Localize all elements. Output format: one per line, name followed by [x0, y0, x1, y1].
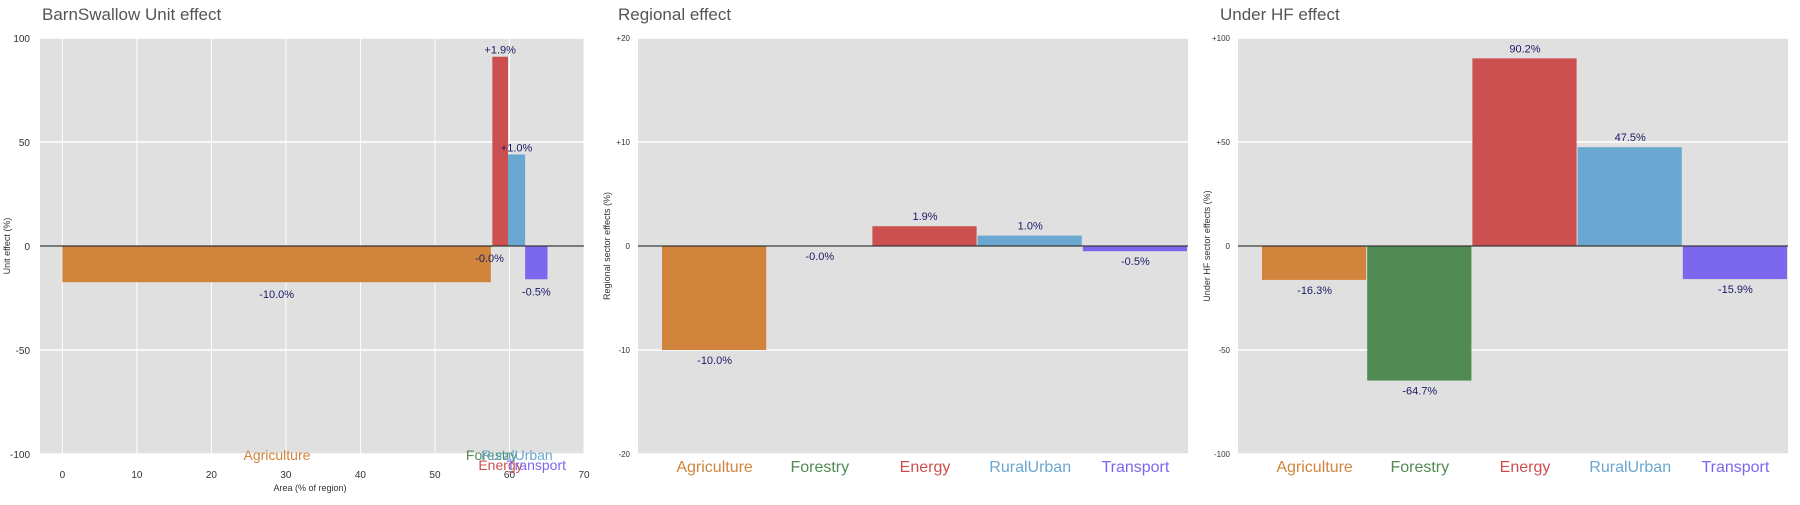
data-labels: -10.0% -0.0% +1.9% +1.0% -0.5% — [259, 45, 551, 301]
bar-ruralurban — [507, 154, 526, 246]
data-label: -10.0% — [697, 355, 732, 367]
bar-energy — [872, 226, 977, 246]
category-label-forestry: Forestry — [1390, 459, 1449, 476]
category-label-forestry: Forestry — [790, 459, 849, 476]
data-label: -0.0% — [805, 251, 834, 263]
bar-ruralurban — [1577, 147, 1682, 246]
data-label: 1.0% — [1018, 221, 1043, 233]
panel-unit-effect: BarnSwallow Unit effect -100 -50 0 50 100 0 1… — [2, 5, 590, 493]
x-axis-label: Area (% of region) — [273, 483, 346, 493]
category-label-ruralurban: RuralUrban — [1589, 459, 1671, 476]
data-label: 47.5% — [1615, 132, 1646, 144]
bar-transport — [1082, 246, 1187, 252]
bar-forestry — [1367, 246, 1472, 381]
category-labels: Agriculture Forestry Energy RuralUrban Trans… — [1276, 459, 1770, 476]
y-tick-label: -10 — [618, 346, 630, 355]
category-label-energy: Energy — [478, 457, 522, 473]
data-label: -0.0% — [475, 253, 504, 265]
data-label: -0.5% — [522, 286, 551, 298]
category-label-transport: Transport — [507, 457, 567, 473]
bars — [662, 226, 1187, 350]
panel-under-hf-effect: Under HF effect -100 -50 0 +50 +100 -16.3% -6… — [1202, 5, 1788, 476]
data-labels: -16.3% -64.7% 90.2% 47.5% -15.9% — [1297, 43, 1753, 397]
data-label: -16.3% — [1297, 285, 1332, 297]
x-tick-label: 20 — [206, 470, 218, 481]
y-axis: -100 -50 0 +50 +100 — [1212, 34, 1231, 459]
y-tick-label: -20 — [618, 450, 630, 459]
data-label: -0.5% — [1121, 256, 1150, 268]
y-tick-label: 0 — [1226, 242, 1231, 251]
data-label: -15.9% — [1718, 284, 1753, 296]
category-label-transport: Transport — [1701, 459, 1769, 476]
data-label: -64.7% — [1402, 386, 1437, 398]
y-tick-label: +20 — [616, 34, 630, 43]
panel-title: Under HF effect — [1220, 5, 1340, 24]
y-tick-label: 0 — [626, 242, 631, 251]
y-tick-label: 0 — [24, 242, 30, 253]
bars — [62, 56, 548, 283]
data-label: 1.9% — [912, 211, 937, 223]
category-label-energy: Energy — [900, 459, 951, 476]
x-tick-label: 70 — [578, 470, 590, 481]
y-tick-label: -100 — [1214, 450, 1231, 459]
y-tick-label: +100 — [1212, 34, 1231, 43]
x-tick-label: 50 — [429, 470, 441, 481]
bar-energy — [492, 56, 508, 246]
bar-agriculture — [662, 246, 767, 350]
data-label: 90.2% — [1509, 43, 1540, 55]
panel-title: Regional effect — [618, 5, 731, 24]
bar-agriculture — [62, 246, 491, 283]
y-axis: -100 -50 0 50 100 — [10, 34, 30, 461]
x-tick-label: 10 — [131, 470, 143, 481]
x-tick-label: 40 — [355, 470, 367, 481]
x-axis: 0 10 20 30 40 50 60 70 — [60, 470, 590, 481]
bars — [1262, 58, 1787, 381]
y-axis: -20 -10 0 +10 +20 — [616, 34, 630, 459]
category-label-agriculture: Agriculture — [244, 447, 311, 463]
panel-title: BarnSwallow Unit effect — [42, 5, 221, 24]
bar-agriculture — [1262, 246, 1367, 280]
category-label-agriculture: Agriculture — [1276, 459, 1353, 476]
category-label-agriculture: Agriculture — [676, 459, 753, 476]
category-labels: Agriculture ForestryEnergyRuralUrbanTrans… — [244, 447, 567, 473]
bar-ruralurban — [977, 235, 1082, 246]
bar-energy — [1472, 58, 1577, 246]
y-tick-label: -100 — [10, 450, 30, 461]
x-tick-label: 0 — [60, 470, 66, 481]
x-tick-label: 30 — [280, 470, 292, 481]
category-label-transport: Transport — [1101, 459, 1169, 476]
category-label-forestry: Forestry — [466, 447, 517, 463]
x-tick-label: 60 — [504, 470, 516, 481]
y-tick-label: -50 — [16, 346, 31, 357]
y-axis-label: Regional sector effects (%) — [602, 192, 612, 300]
y-axis-label: Unit effect (%) — [2, 218, 12, 275]
y-tick-label: 100 — [13, 34, 30, 45]
data-labels: -10.0% -0.0% 1.9% 1.0% -0.5% — [697, 211, 1150, 367]
y-tick-label: 50 — [19, 138, 31, 149]
category-label-energy: Energy — [1500, 459, 1551, 476]
panel-regional-effect: Regional effect -20 -10 0 +10 +20 -10.0% -0.0… — [602, 5, 1188, 476]
y-tick-label: +10 — [616, 138, 630, 147]
y-axis-label: Under HF sector effects (%) — [1202, 190, 1212, 301]
data-label: -10.0% — [259, 289, 294, 301]
data-label: +1.0% — [501, 142, 533, 154]
category-label-ruralurban: RuralUrban — [481, 447, 553, 463]
y-tick-label: -50 — [1218, 346, 1230, 355]
category-label-ruralurban: RuralUrban — [989, 459, 1071, 476]
y-tick-label: +50 — [1216, 138, 1230, 147]
bar-transport — [525, 246, 548, 280]
bar-transport — [1682, 246, 1787, 280]
category-labels: Agriculture Forestry Energy RuralUrban Trans… — [676, 459, 1170, 476]
data-label: +1.9% — [484, 45, 516, 57]
